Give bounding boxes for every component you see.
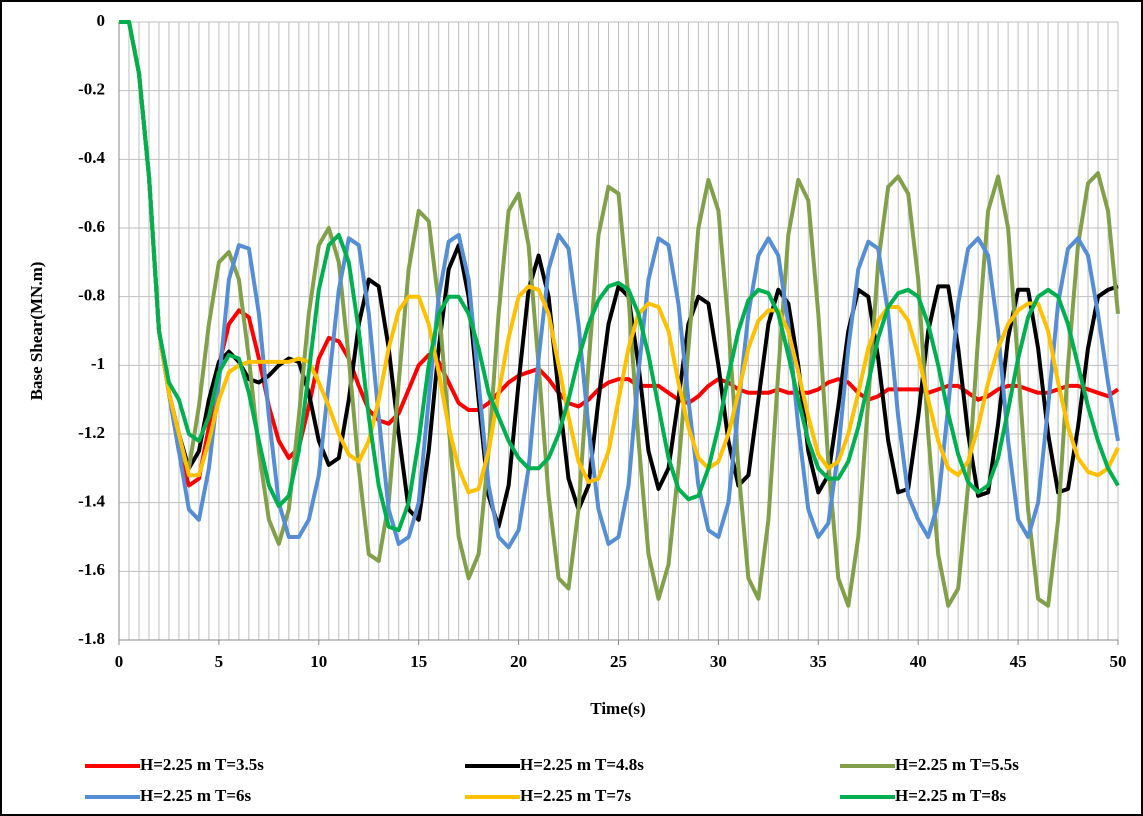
y-tick-label: -1	[91, 354, 105, 373]
series-line	[119, 20, 1120, 550]
y-tick-label: -0.4	[78, 148, 105, 167]
x-tick-label: 35	[810, 652, 827, 671]
x-axis-title: Time(s)	[590, 699, 645, 718]
y-tick-label: -1.6	[78, 560, 105, 579]
x-tick-label: 20	[510, 652, 527, 671]
series-line	[119, 20, 1120, 495]
y-tick-label: -0.2	[78, 80, 105, 99]
x-tick-label: 10	[310, 652, 327, 671]
y-tick-label: -1.2	[78, 423, 105, 442]
x-tick-label: 25	[610, 652, 627, 671]
legend-label: H=2.25 m T=6s	[140, 786, 252, 805]
x-tick-label: 40	[910, 652, 927, 671]
x-tick-label: 0	[115, 652, 124, 671]
y-tick-label: 0	[97, 11, 106, 30]
y-tick-label: -0.8	[78, 286, 105, 305]
x-tick-label: 45	[1010, 652, 1027, 671]
y-axis-title: Base Shear(MN.m)	[27, 262, 46, 401]
legend-label: H=2.25 m T=8s	[895, 786, 1007, 805]
legend-label: H=2.25 m T=7s	[520, 786, 632, 805]
y-tick-label: -0.6	[78, 217, 105, 236]
y-tick-label: -1.8	[78, 629, 105, 648]
series-line	[119, 20, 1120, 533]
x-tick-label: 30	[710, 652, 727, 671]
legend-label: H=2.25 m T=3.5s	[140, 755, 264, 774]
y-tick-label: -1.4	[78, 492, 105, 511]
legend-label: H=2.25 m T=5.5s	[895, 755, 1019, 774]
x-tick-label: 50	[1110, 652, 1127, 671]
x-tick-label: 5	[215, 652, 224, 671]
x-tick-label: 15	[410, 652, 427, 671]
legend-label: H=2.25 m T=4.8s	[520, 755, 644, 774]
